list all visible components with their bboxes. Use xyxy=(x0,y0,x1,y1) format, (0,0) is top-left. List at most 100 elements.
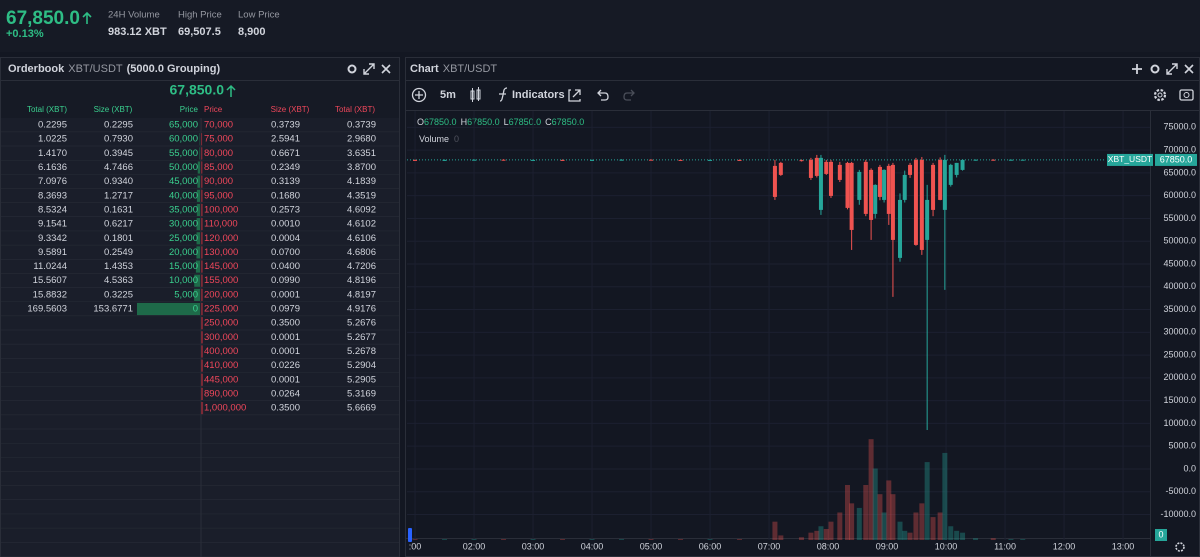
stat-value: 8,900 xyxy=(238,26,266,38)
volume-bar xyxy=(930,517,936,540)
chart-settings-button[interactable] xyxy=(1153,88,1167,102)
indicators-button[interactable]: Indicators xyxy=(512,89,565,101)
ohlc-label: H xyxy=(461,117,468,127)
candle-body xyxy=(845,162,850,208)
indicators-icon[interactable] xyxy=(499,87,508,102)
header-bar xyxy=(0,0,1200,52)
depth-bar xyxy=(197,161,200,174)
x-tick-label: 13:00 xyxy=(1112,541,1135,551)
ask-total: 4.6102 xyxy=(347,219,376,230)
interval-button[interactable]: 5m xyxy=(440,89,456,101)
bid-price: 25,000 xyxy=(169,233,198,244)
volume-bar xyxy=(902,530,908,540)
volume-axis-label: 0 xyxy=(1158,529,1163,539)
volume-bar xyxy=(942,452,948,540)
depth-bar xyxy=(201,218,203,231)
orderbook-last-price: 67,850.0 xyxy=(170,82,225,98)
candle-body xyxy=(472,159,477,161)
ask-price: 75,000 xyxy=(204,134,233,145)
row xyxy=(1,358,399,373)
ask-price: 85,000 xyxy=(204,162,233,173)
bid-total: 169.5603 xyxy=(27,304,67,315)
depth-bar xyxy=(201,302,203,316)
row xyxy=(1,401,399,416)
candle-body xyxy=(501,159,506,161)
candle-body xyxy=(886,165,891,214)
bid-size: 0.3225 xyxy=(104,289,133,300)
axis-settings-button[interactable] xyxy=(1175,542,1185,552)
add-button[interactable] xyxy=(1132,64,1142,74)
bid-price: 35,000 xyxy=(169,204,198,215)
undo-button[interactable] xyxy=(597,89,609,101)
expand-button[interactable] xyxy=(1166,63,1178,75)
bid-total: 15.5607 xyxy=(33,275,67,286)
ask-total: 5.3169 xyxy=(347,388,376,399)
candle-body xyxy=(919,159,924,250)
candle-body xyxy=(560,159,565,161)
ask-size: 2.5941 xyxy=(271,134,300,145)
ask-total: 5.6669 xyxy=(347,403,376,414)
close-button[interactable] xyxy=(381,64,391,74)
volume-bar xyxy=(1008,539,1014,540)
candle-body xyxy=(948,164,953,185)
x-tick-label: 04:00 xyxy=(581,541,604,551)
x-tick-label: 03:00 xyxy=(522,541,545,551)
bid-size: 0.1631 xyxy=(104,204,133,215)
depth-bar xyxy=(201,260,203,273)
pair: XBT/USDT xyxy=(68,63,123,75)
volume-bar xyxy=(877,494,883,540)
depth-bar xyxy=(201,189,203,202)
ask-total: 4.7206 xyxy=(347,261,376,272)
row xyxy=(1,500,399,515)
volume-bar xyxy=(948,526,954,540)
y-tick-label: 40000.0 xyxy=(1163,281,1196,291)
depth-bar xyxy=(195,260,200,273)
bid-size: 0.2549 xyxy=(104,247,133,258)
bid-size: 153.6771 xyxy=(93,304,133,315)
ask-total: 0.3739 xyxy=(347,120,376,131)
ask-size: 0.0001 xyxy=(271,332,300,343)
ask-total: 4.3519 xyxy=(347,190,376,201)
depth-bar xyxy=(201,387,203,400)
volume-bar xyxy=(678,539,684,540)
row xyxy=(1,471,399,486)
settings-button[interactable] xyxy=(347,64,357,74)
bid-price: 15,000 xyxy=(169,261,198,272)
pair: XBT/USDT xyxy=(443,63,498,75)
compare-button[interactable] xyxy=(411,87,427,103)
ohlc-label: C xyxy=(545,117,552,127)
candle-body xyxy=(678,159,683,161)
y-tick-label: 65000.0 xyxy=(1163,167,1196,177)
candle-body xyxy=(849,162,854,230)
ask-price: 225,000 xyxy=(204,304,238,315)
depth-bar xyxy=(201,345,203,358)
ask-total: 4.6806 xyxy=(347,247,376,258)
snapshot-button[interactable] xyxy=(1179,89,1194,101)
x-tick-label: 08:00 xyxy=(817,541,840,551)
redo-button[interactable] xyxy=(623,89,635,101)
bid-total: 9.3342 xyxy=(38,233,67,244)
depth-bar xyxy=(196,246,200,259)
volume-value: 0 xyxy=(454,134,459,144)
volume-bar xyxy=(808,532,814,540)
stat-value: 69,507.5 xyxy=(178,26,221,38)
expand-button[interactable] xyxy=(363,63,375,75)
chart-style-button[interactable] xyxy=(470,87,481,102)
bid-total: 15.8832 xyxy=(33,289,67,300)
close-button[interactable] xyxy=(1184,64,1194,74)
bid-size: 0.3945 xyxy=(104,148,133,159)
popout-button[interactable] xyxy=(568,89,581,102)
y-tick-label: 50000.0 xyxy=(1163,236,1196,246)
depth-bar xyxy=(201,274,203,287)
volume-bar xyxy=(881,512,887,540)
settings-button[interactable] xyxy=(1150,64,1160,74)
candle-body xyxy=(778,162,783,175)
stat-label: High Price xyxy=(178,10,222,21)
candle-body xyxy=(991,159,996,161)
ask-size: 0.6671 xyxy=(271,148,300,159)
row xyxy=(1,344,399,359)
ask-price: 90,000 xyxy=(204,176,233,187)
ask-total: 2.9680 xyxy=(347,134,376,145)
candle-body xyxy=(824,161,829,174)
candle-body xyxy=(737,159,742,161)
